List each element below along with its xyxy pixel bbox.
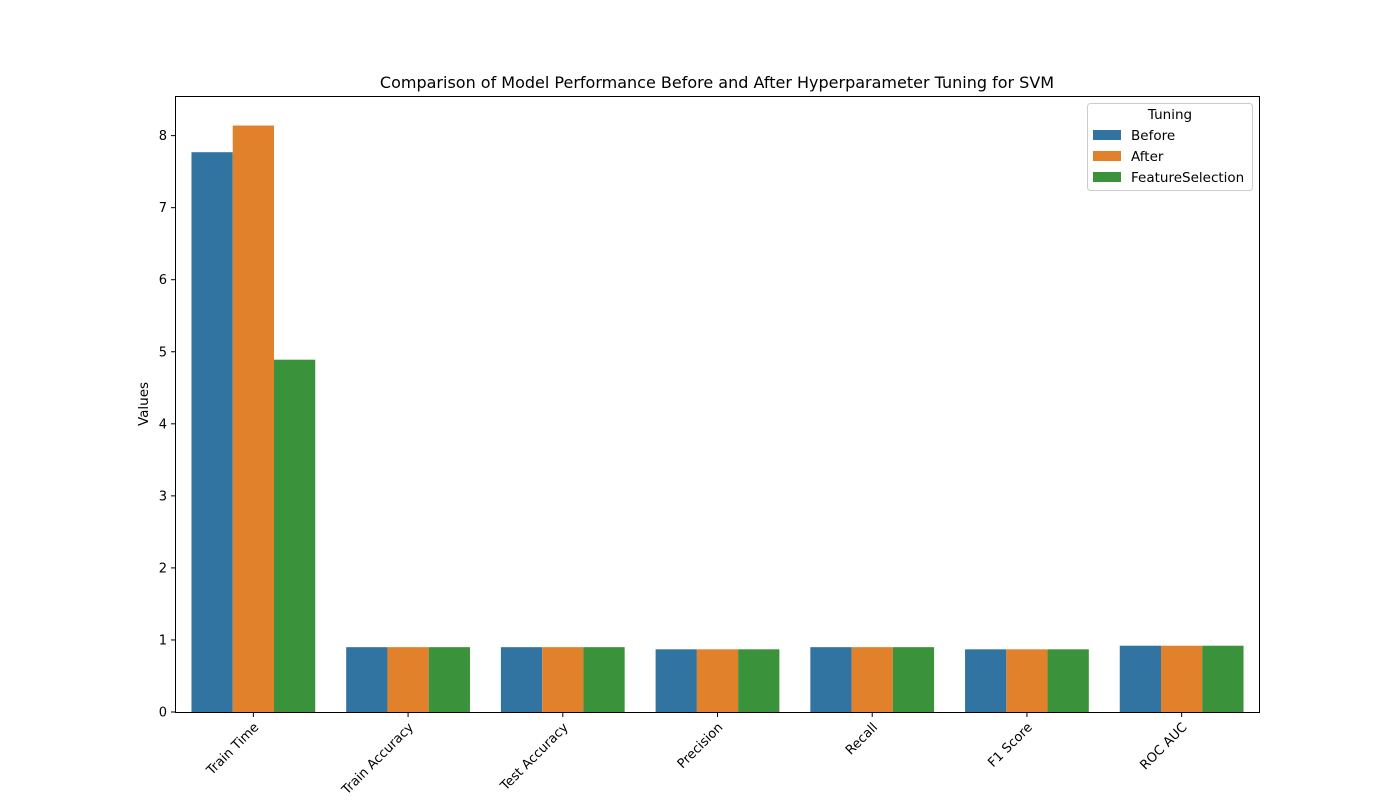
legend: Tuning Before After FeatureSelection [1087,103,1253,191]
legend-label-featureselection: FeatureSelection [1131,170,1244,186]
y-tick-label: 3 [159,489,167,504]
bar-before-recall [810,647,852,712]
legend-swatch-before [1093,130,1121,140]
y-tick-label: 1 [159,633,167,648]
y-axis-title: Values [136,382,152,426]
bar-after-f1-score [1006,649,1048,712]
plot-frame [175,96,1260,713]
bar-after-precision [696,649,739,712]
bars-group [191,125,1244,713]
bar-before-roc-auc [1119,645,1162,712]
chart-title: Comparison of Model Performance Before a… [380,73,1054,92]
legend-swatch-after [1093,151,1121,161]
y-tick-label: 8 [159,129,167,144]
x-tick-label: Train Time [203,720,262,779]
y-axis: 0 1 2 3 4 5 6 7 8 [159,129,176,721]
bar-after-recall [851,647,893,712]
x-axis: Train Time Train Accuracy Test Accuracy Pre… [203,712,1190,798]
bar-after-train-time [232,125,274,712]
x-tick-label: Precision [675,720,727,772]
y-tick-label: 6 [159,273,167,288]
bar-featureselection-precision [738,649,780,712]
y-tick-label: 7 [159,201,167,216]
legend-label-before: Before [1131,128,1175,144]
bar-featureselection-roc-auc [1202,645,1244,712]
bar-after-train-accuracy [387,647,429,712]
x-tick-label: F1 Score [985,720,1035,770]
legend-box [1087,103,1253,191]
legend-label-after: After [1131,149,1164,165]
bar-featureselection-test-accuracy [583,647,625,712]
bar-featureselection-f1-score [1047,649,1089,712]
bar-featureselection-train-accuracy [428,647,470,712]
x-tick-label: ROC AUC [1137,720,1190,773]
legend-swatch-featureselection [1093,172,1121,182]
bar-before-f1-score [965,649,1007,712]
bar-before-train-accuracy [346,647,388,712]
y-tick-label: 0 [159,706,167,721]
x-tick-label: Recall [843,720,881,758]
x-tick-label: Test Accuracy [497,720,572,795]
bar-after-test-accuracy [542,647,584,712]
bar-before-test-accuracy [500,647,543,712]
bar-featureselection-train-time [273,359,316,712]
y-tick-label: 4 [159,417,167,432]
bar-before-train-time [191,152,233,713]
bar-featureselection-recall [892,647,935,712]
y-tick-label: 2 [159,561,167,576]
y-tick-label: 5 [159,345,167,360]
x-tick-label: Train Accuracy [339,720,417,798]
bar-after-roc-auc [1161,645,1203,712]
legend-title: Tuning [1147,107,1192,123]
bar-before-precision [655,649,697,712]
